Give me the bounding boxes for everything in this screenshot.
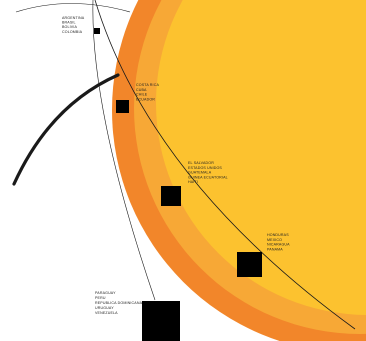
country-name: HAITI bbox=[188, 180, 198, 184]
country-name: VENEZUELA bbox=[95, 311, 118, 315]
thick-orbit-line bbox=[12, 73, 120, 186]
country-name: EL SALVADOR bbox=[188, 161, 214, 165]
country-label-group-1: ARGENTINA BRASIL BOLIVIA COLOMBIA bbox=[62, 16, 85, 34]
country-name: URUGUAY bbox=[95, 306, 114, 310]
country-name: PANAMA bbox=[267, 247, 283, 251]
country-name: COLOMBIA bbox=[62, 30, 83, 34]
main-orbit-line bbox=[94, 0, 356, 330]
country-name: GUINEA ECUATORIAL bbox=[188, 175, 228, 179]
country-name: PERU bbox=[95, 296, 106, 300]
outer-thin-orbit-line bbox=[15, 3, 131, 13]
country-name: COSTA RICA bbox=[136, 83, 159, 87]
inner-disc bbox=[156, 0, 366, 315]
country-label-group-5: PARAGUAY PERU REPUBLICA DOMINICANA URUGU… bbox=[95, 291, 143, 315]
country-name: HONDURAS bbox=[267, 233, 289, 237]
marker-group-5 bbox=[142, 301, 180, 341]
country-name: BOLIVIA bbox=[62, 25, 77, 29]
country-name: PARAGUAY bbox=[95, 291, 116, 295]
marker-group-4 bbox=[237, 252, 262, 277]
country-name: NICARAGUA bbox=[267, 243, 290, 247]
country-name: REPUBLICA DOMINICANA bbox=[95, 301, 143, 305]
country-label-group-3: EL SALVADOR ESTADOS UNIDOS GUATEMALA GUI… bbox=[188, 161, 229, 184]
marker-group-1 bbox=[94, 28, 100, 34]
country-name: ESTADOS UNIDOS bbox=[188, 166, 222, 170]
country-name: MEXICO bbox=[267, 238, 282, 242]
marker-group-3 bbox=[161, 186, 181, 206]
vertical-thin-orbit-line bbox=[92, 0, 156, 301]
country-name: CUBA bbox=[136, 88, 147, 92]
marker-group-2 bbox=[116, 100, 129, 113]
country-name: CHILE bbox=[136, 93, 148, 97]
country-name: BRASIL bbox=[62, 21, 76, 25]
country-label-group-2: COSTA RICA CUBA CHILE ECUADOR bbox=[136, 83, 160, 101]
country-label-group-4: HONDURAS MEXICO NICARAGUA PANAMA bbox=[267, 233, 291, 251]
country-name: ECUADOR bbox=[136, 97, 155, 101]
country-name: ARGENTINA bbox=[62, 16, 85, 20]
country-name: GUATEMALA bbox=[188, 171, 212, 175]
